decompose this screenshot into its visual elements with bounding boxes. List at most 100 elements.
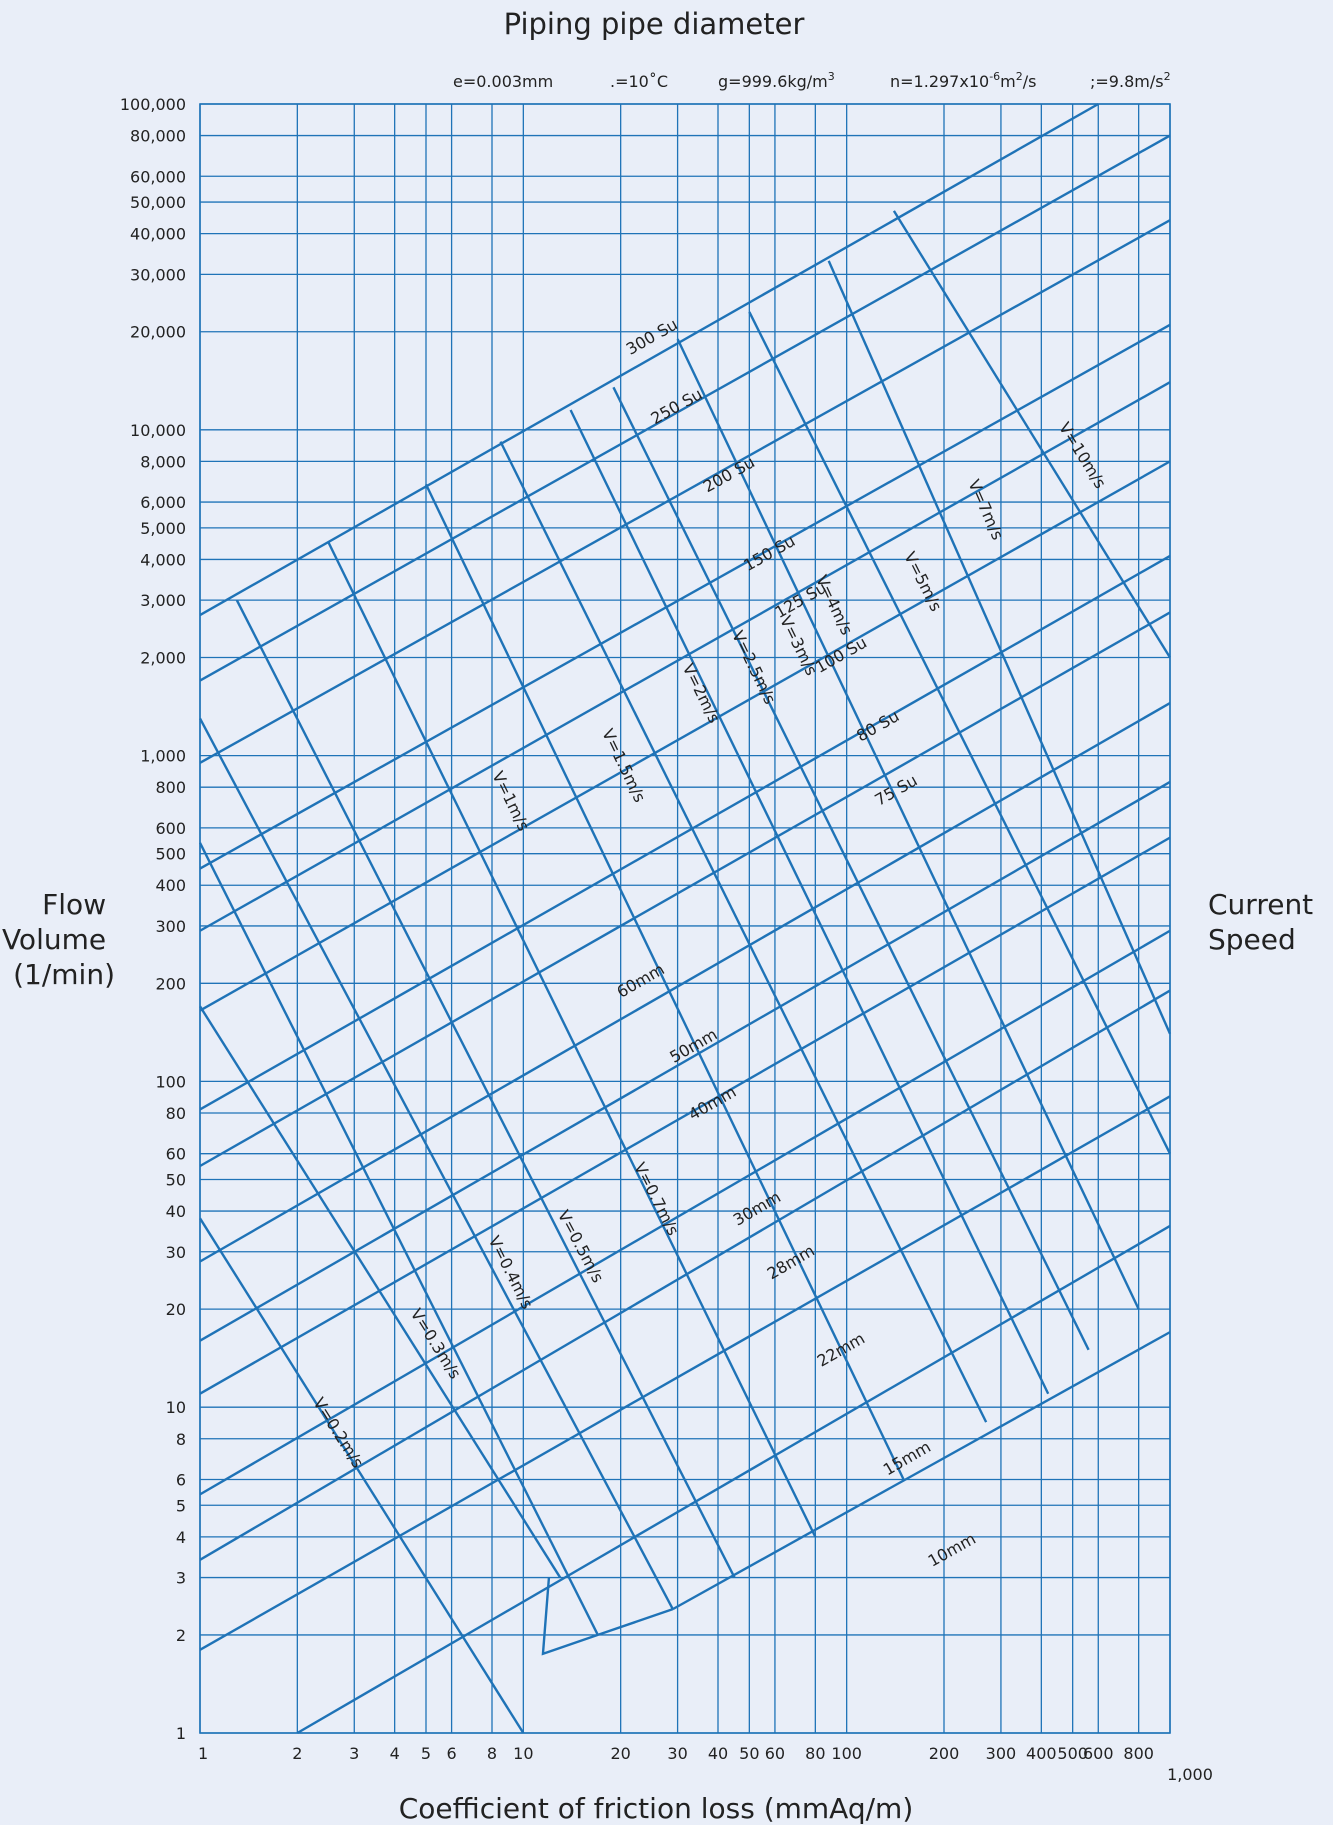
y-tick-label: 5	[176, 1496, 186, 1515]
velocity-label: V=2m/s	[679, 660, 724, 726]
diameter-line	[199, 219, 1171, 764]
x-tick-label: 40	[708, 1744, 728, 1763]
velocity-line	[198, 717, 674, 1610]
diameter-label: 28mm	[764, 1241, 818, 1283]
velocity-line	[327, 542, 817, 1538]
x-tick-label: 8	[487, 1744, 497, 1763]
velocity-line	[569, 409, 1050, 1395]
x-tick-label: 2	[292, 1744, 302, 1763]
diameter-line	[199, 929, 1171, 1496]
diameter-label: 10mm	[925, 1529, 979, 1571]
x-tick-label: 300	[986, 1744, 1017, 1763]
y-tick-label: 100	[155, 1072, 186, 1091]
diameter-label: 75 Su	[871, 771, 920, 810]
diameter-line	[296, 1224, 1171, 1735]
velocity-label: V=1m/s	[488, 768, 533, 834]
diameter-lines	[199, 102, 1171, 1735]
condition-t: .=10˚C	[610, 72, 668, 91]
diameter-line	[199, 381, 1171, 932]
y-tick-label: 60,000	[130, 167, 186, 186]
velocity-line	[612, 386, 1090, 1351]
condition-g: g=999.6kg/m3	[718, 70, 835, 91]
velocity-label: V=4m/s	[812, 572, 857, 638]
diameter-label: 250 Su	[648, 384, 706, 428]
x-tick-label: 1,000	[1167, 1765, 1213, 1784]
x-tick-label: 500	[1057, 1744, 1088, 1763]
diameter-line	[199, 323, 1171, 870]
velocity-line	[235, 599, 736, 1579]
y-axis-title: Flow Volume (1/min)	[2, 888, 115, 991]
y-tick-label: 100,000	[120, 95, 186, 114]
velocity-label: V=1.5m/s	[598, 726, 649, 806]
velocity-label: V=3m/s	[776, 613, 821, 679]
velocity-lines	[198, 210, 1172, 1734]
y-tick-label: 1	[176, 1724, 186, 1743]
y-tick-label: 40,000	[130, 225, 186, 244]
diameter-line	[199, 554, 1171, 1111]
y-tick-label: 80,000	[130, 127, 186, 146]
y-tick-label: 6	[176, 1470, 186, 1489]
y-tick-label: 3,000	[140, 591, 186, 610]
velocity-label: V=5m/s	[900, 549, 946, 615]
velocity-line	[198, 1005, 562, 1579]
diameter-line	[199, 102, 1099, 617]
diameter-line	[199, 836, 1171, 1395]
connector-line	[597, 1607, 674, 1637]
x-tick-label: 600	[1083, 1744, 1114, 1763]
diameter-label: 15mm	[880, 1437, 934, 1479]
velocity-line	[827, 260, 1172, 1035]
diameter-label: 60mm	[613, 960, 667, 1002]
y-tick-label: 5,000	[140, 519, 186, 538]
x-tick-label: 800	[1123, 1744, 1154, 1763]
diameter-line	[199, 460, 1171, 1012]
x-tick-label: 80	[805, 1744, 825, 1763]
y-tick-label: 3	[176, 1569, 186, 1588]
x-tick-label: 60	[765, 1744, 785, 1763]
plot-frame	[199, 103, 1171, 1734]
condition-n: n=1.297x10-6m2/s	[890, 70, 1036, 91]
chart-grid	[199, 103, 1171, 1734]
y-tick-label: 50,000	[130, 193, 186, 212]
velocity-label: V=0.2m/s	[309, 1394, 367, 1471]
y-tick-label: 800	[155, 778, 186, 797]
x-tick-label: 6	[447, 1744, 457, 1763]
diameter-line	[199, 701, 1171, 1263]
diameter-label: 80 Su	[853, 706, 902, 745]
velocity-line	[748, 311, 1172, 1155]
diameter-line	[199, 989, 1171, 1561]
diameter-label: 300 Su	[623, 315, 681, 359]
right-axis-title: Current Speed	[1208, 888, 1322, 956]
diameter-line	[199, 611, 1171, 1168]
y-tick-label: 8,000	[140, 452, 186, 471]
y-tick-label: 4	[176, 1528, 186, 1547]
y-tick-label: 8	[176, 1430, 186, 1449]
x-tick-label: 20	[610, 1744, 630, 1763]
diameter-label: 50mm	[666, 1025, 720, 1067]
diameter-line	[672, 1331, 1171, 1611]
chart-title: Piping pipe diameter	[504, 7, 805, 41]
y-tick-label: 400	[155, 876, 186, 895]
connector-line	[541, 1577, 599, 1656]
y-tick-label: 30	[166, 1243, 186, 1262]
velocity-line	[198, 842, 599, 1636]
x-axis-title: Coefficient of friction loss (mmAq/m)	[399, 1792, 914, 1825]
x-tick-label: 5	[421, 1744, 431, 1763]
y-tick-label: 2,000	[140, 649, 186, 668]
y-tick-label: 40	[166, 1202, 186, 1221]
velocity-label: V=2.5m/s	[728, 628, 780, 707]
y-tick-label: 50	[166, 1170, 186, 1189]
y-tick-label: 20	[166, 1300, 186, 1319]
diameter-label: 22mm	[814, 1329, 868, 1371]
diameter-line	[199, 134, 1171, 682]
y-tick-label: 10	[166, 1398, 186, 1417]
y-tick-label: 60	[166, 1145, 186, 1164]
y-tick-label: 500	[155, 845, 186, 864]
y-tick-label: 600	[155, 819, 186, 838]
y-tick-labels: 1 2 3 4 5 6 8 10 20 30 40 50 60 80 100 200 300 400 500 600 8…	[120, 95, 186, 1743]
y-tick-label: 30,000	[130, 265, 186, 284]
velocity-line	[424, 483, 905, 1480]
condition-e: e=0.003mm	[453, 72, 553, 91]
y-tick-label: 200	[155, 974, 186, 993]
